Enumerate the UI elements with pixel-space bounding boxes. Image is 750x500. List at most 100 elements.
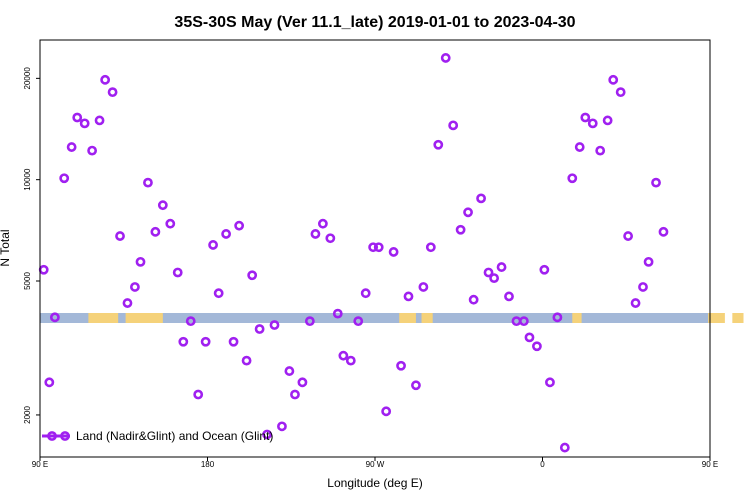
data-point — [651, 177, 661, 188]
data-point — [602, 115, 613, 126]
legend-marker — [47, 431, 57, 441]
x-axis: 90 E 180 90 W 0 90 E — [32, 457, 718, 469]
data-point — [587, 118, 598, 129]
x-tick-label: 90 W — [366, 460, 385, 469]
data-point — [284, 366, 295, 376]
data-point — [304, 316, 315, 327]
y-tick-label: 20000 — [23, 67, 32, 90]
legend-label: Land (Nadir&Glint) and Ocean (Glint) — [76, 429, 273, 443]
y-tick-label: 5000 — [23, 272, 32, 290]
x-axis-label: Longitude (deg E) — [327, 476, 422, 490]
data-point — [332, 308, 343, 319]
data-point — [574, 142, 585, 152]
data-point — [262, 429, 272, 440]
data-point — [221, 229, 232, 239]
data-point — [623, 231, 634, 241]
legend-marker — [60, 431, 70, 441]
y-axis: 2000 5000 10000 20000 — [23, 67, 40, 424]
data-point — [193, 389, 204, 400]
data-point — [297, 377, 308, 388]
data-point — [396, 360, 406, 371]
data-point — [483, 267, 494, 278]
data-point — [373, 242, 384, 253]
data-point — [518, 316, 529, 327]
data-point — [234, 220, 245, 231]
data-point — [418, 282, 429, 292]
data-point — [277, 421, 287, 432]
data-point — [360, 288, 371, 299]
data-point — [317, 218, 328, 229]
data-point — [66, 142, 77, 152]
data-point — [559, 442, 570, 453]
data-point — [368, 242, 379, 253]
legend: Land (Nadir&Glint) and Ocean (Glint) — [42, 429, 273, 443]
data-point — [545, 377, 555, 388]
land-segment — [421, 313, 433, 323]
data-point — [468, 294, 479, 305]
data-point — [433, 139, 444, 150]
data-point — [608, 74, 619, 85]
data-point — [325, 233, 336, 244]
data-point — [567, 173, 578, 184]
data-point — [94, 115, 105, 126]
land-segment — [572, 313, 582, 323]
data-point — [455, 224, 466, 235]
data-point — [440, 53, 451, 63]
y-tick-label: 10000 — [23, 168, 32, 191]
data-point — [213, 288, 224, 299]
x-tick-label: 0 — [540, 460, 545, 469]
data-point — [254, 324, 265, 334]
data-point — [122, 298, 133, 308]
data-point — [100, 74, 111, 85]
data-point — [388, 247, 399, 257]
data-point — [310, 229, 321, 239]
land-segment — [732, 313, 744, 323]
data-point — [630, 298, 641, 308]
data-point — [87, 145, 98, 156]
land-segment — [88, 313, 119, 323]
data-point — [150, 226, 161, 237]
data-point — [49, 312, 60, 323]
data-point — [247, 270, 258, 281]
data-point — [496, 262, 507, 272]
data-point — [44, 377, 55, 388]
data-point — [539, 264, 550, 275]
data-point — [476, 193, 486, 204]
data-point — [638, 282, 648, 292]
data-point — [532, 341, 542, 352]
data-point — [403, 291, 414, 302]
land-segment — [399, 313, 416, 323]
data-point — [580, 112, 591, 123]
x-tick-label: 90 E — [702, 460, 718, 469]
data-point — [658, 226, 669, 237]
data-point — [290, 389, 300, 400]
y-axis-label: N Total — [0, 229, 12, 266]
y-tick-label: 2000 — [23, 405, 32, 423]
data-point — [595, 145, 606, 156]
data-point — [504, 291, 514, 302]
data-point — [157, 200, 168, 211]
data-point — [448, 120, 459, 131]
land-segment — [125, 313, 163, 323]
data-point — [338, 350, 349, 361]
data-point — [143, 177, 153, 188]
data-point — [241, 355, 252, 366]
data-point — [178, 336, 189, 347]
data-point — [489, 273, 500, 284]
data-point — [79, 118, 90, 129]
data-point — [135, 256, 146, 267]
data-point — [130, 282, 140, 292]
data-point — [643, 256, 654, 267]
data-point — [411, 380, 421, 391]
data-point — [552, 312, 563, 323]
data-point — [381, 406, 392, 417]
data-point — [615, 87, 626, 98]
data-point — [59, 173, 70, 184]
data-point — [165, 218, 176, 229]
data-point — [345, 355, 356, 366]
data-point — [172, 267, 183, 278]
data-point — [463, 207, 473, 218]
data-point — [425, 242, 436, 253]
land-segment — [708, 313, 725, 323]
